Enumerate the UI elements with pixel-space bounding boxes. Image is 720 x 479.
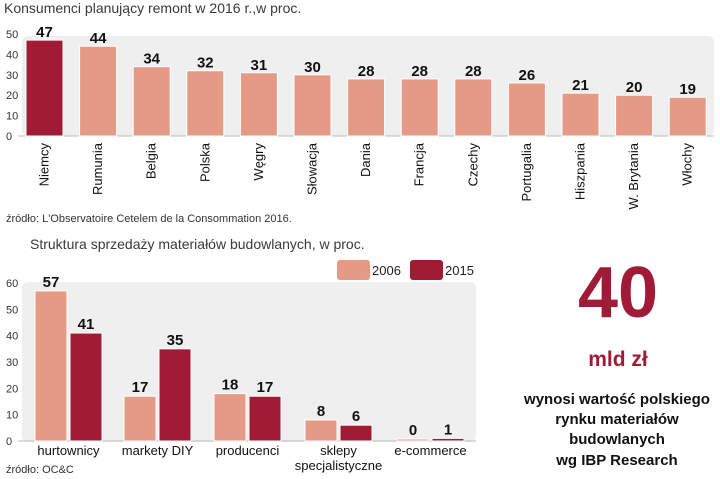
chart1-bar: [25, 39, 64, 137]
chart2-bar-2015: [431, 437, 465, 442]
chart1-y-tick: 30: [6, 70, 18, 82]
chart1-y-tick: 50: [6, 29, 18, 41]
chart1-category-label: Słowacja: [305, 142, 320, 195]
chart1-bar: [507, 82, 546, 137]
chart1-y-tick: 0: [6, 131, 12, 143]
chart2-value-label: 57: [43, 274, 60, 291]
chart2-category-label: sklepy: [320, 443, 357, 458]
chart2-bar-2006: [123, 395, 157, 442]
chart2-legend: 2006 2015: [337, 260, 474, 280]
chart1-category-label: Belgia: [144, 142, 159, 179]
chart2-value-label: 6: [352, 408, 360, 425]
chart1-bar: [347, 78, 386, 137]
chart2-y-tick: 30: [6, 357, 18, 369]
chart1-bar: [79, 45, 118, 137]
legend-label-2006: 2006: [372, 263, 401, 278]
highlight-description-line-4: wg IBP Research: [555, 452, 677, 469]
chart1-category-label: Dania: [358, 142, 373, 177]
chart1-category-label: Włochy: [680, 143, 695, 186]
chart1-bars: 47 Niemcy 44 Rumunia 34 Belgia 32 Polska 31 Węgry…: [25, 24, 707, 209]
chart2-category-label: producenci: [216, 443, 280, 458]
chart1-value-label: 44: [90, 30, 107, 47]
chart1-bar: [132, 66, 171, 137]
chart1-category-label: Francja: [412, 142, 427, 186]
chart2-value-label: 8: [317, 403, 325, 420]
chart2-category-label: specjalistyczne: [295, 458, 382, 473]
highlight-description-line-2: rynku materiałów: [555, 411, 679, 428]
chart1-value-label: 20: [626, 79, 643, 96]
chart1-value-label: 19: [679, 81, 696, 98]
chart1-category-label: Polska: [197, 142, 212, 182]
chart1-value-label: 31: [251, 57, 268, 74]
chart1-y-axis: 0 10 20 30 40 50: [6, 29, 18, 143]
chart1-bar: [293, 74, 332, 137]
chart1-value-label: 32: [197, 55, 214, 72]
chart2-y-tick: 20: [6, 383, 18, 395]
chart1-value-label: 30: [304, 59, 321, 76]
chart2-source: źródło: OC&C: [6, 464, 74, 476]
chart1-category-label: Czechy: [465, 143, 480, 187]
chart2-value-label: 17: [257, 379, 274, 396]
chart1-category-label: Węgry: [251, 143, 266, 181]
highlight-description-line-3: budowlanych: [569, 431, 665, 448]
chart2-value-label: 1: [444, 421, 452, 438]
highlight-unit: mld zł: [588, 348, 648, 371]
chart2-y-tick: 50: [6, 304, 18, 316]
chart1-value-label: 47: [36, 24, 53, 41]
chart2-bar-2015: [69, 332, 103, 442]
chart1-y-tick: 10: [6, 111, 18, 123]
chart1-bar: [454, 78, 493, 137]
chart1-category-label: Hiszpania: [573, 142, 588, 200]
chart2-bar-2006: [304, 419, 338, 442]
chart2-y-axis: 0 10 20 30 40 50 60: [6, 278, 18, 448]
chart2-value-label: 41: [78, 316, 95, 333]
legend-label-2015: 2015: [445, 263, 474, 278]
chart2-value-label: 35: [167, 332, 184, 349]
chart2-value-label: 17: [132, 379, 149, 396]
chart1-category-label: W. Brytania: [626, 142, 641, 209]
chart1-value-label: 21: [572, 77, 589, 94]
chart1-bar: [239, 72, 278, 137]
chart1-y-tick: 40: [6, 49, 18, 61]
chart2-bar-2006: [34, 290, 68, 442]
chart2-y-tick: 60: [6, 278, 18, 290]
chart2-bar-2015: [158, 348, 192, 442]
chart2-y-tick: 40: [6, 331, 18, 343]
chart1-value-label: 28: [411, 63, 428, 80]
chart2-title: Struktura sprzedaży materiałów budowlany…: [30, 236, 365, 252]
chart1-bar: [615, 94, 654, 137]
chart2-bar-2015: [248, 395, 282, 442]
chart1-value-label: 26: [519, 67, 536, 84]
chart1-source: źródło: L'Observatoire Cetelem de la Con…: [6, 213, 292, 225]
chart1-value-label: 28: [358, 63, 375, 80]
highlight-number: 40: [578, 253, 658, 333]
chart1-bar: [400, 78, 439, 137]
chart1-category-label: Rumunia: [90, 142, 105, 195]
highlight-box: 40 mld zł wynosi wartość polskiego rynku…: [523, 253, 710, 469]
chart1-bar: [186, 70, 225, 137]
legend-swatch-2006: [337, 260, 370, 280]
highlight-description-line-1: wynosi wartość polskiego: [523, 391, 710, 408]
chart2-bar-2006: [396, 438, 430, 442]
chart1-title: Konsumenci planujący remont w 2016 r.,w …: [4, 0, 301, 16]
chart2-bar-2006: [213, 393, 247, 442]
chart1-bar: [668, 96, 707, 137]
chart1-category-label: Niemcy: [37, 143, 52, 187]
legend-swatch-2015: [410, 260, 443, 280]
chart1-value-label: 28: [465, 63, 482, 80]
chart1-bar: [561, 92, 600, 137]
chart2-category-label: e-commerce: [394, 443, 466, 458]
chart2-y-tick: 0: [6, 436, 12, 448]
chart2-category-label: markety DIY: [122, 443, 194, 458]
chart2-value-label: 0: [409, 422, 417, 439]
chart2-y-tick: 10: [6, 410, 18, 422]
chart1-value-label: 34: [143, 51, 160, 68]
chart1-category-label: Portugalia: [519, 142, 534, 201]
chart2-category-label: hurtownicy: [37, 443, 100, 458]
chart2-value-label: 18: [222, 377, 239, 394]
chart1-y-tick: 20: [6, 90, 18, 102]
chart2-bar-2015: [339, 424, 373, 442]
